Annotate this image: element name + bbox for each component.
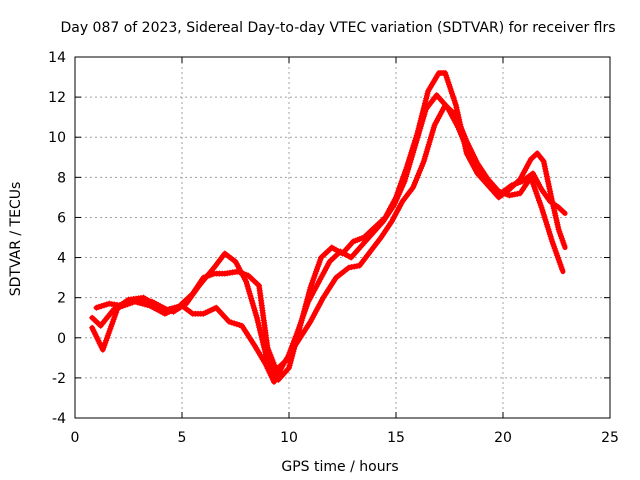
data-point-marker — [509, 191, 516, 198]
axis-ticks: 0 5 10 15 20 25 -4 -2 0 2 4 6 8 10 12 14 — [48, 50, 619, 446]
plot-frame — [74, 56, 611, 419]
data-point-marker — [541, 160, 548, 167]
series-line — [89, 70, 568, 383]
x-tick-label: 10 — [280, 430, 298, 446]
data-point-marker — [506, 192, 513, 199]
data-point-marker — [544, 175, 551, 182]
data-point-marker — [559, 266, 566, 273]
data-point-marker — [511, 191, 518, 198]
data-point-marker — [103, 301, 110, 308]
data-point-marker — [348, 264, 355, 271]
data-point-marker — [514, 190, 521, 197]
series-line — [89, 92, 568, 373]
data-point-marker — [541, 163, 548, 170]
data-point-marker — [231, 320, 238, 327]
data-point-marker — [95, 303, 102, 310]
data-point-marker — [543, 170, 550, 177]
data-point-marker — [101, 302, 108, 309]
y-tick-label: 14 — [48, 50, 66, 66]
data-point-marker — [560, 208, 567, 215]
data-point-marker — [351, 263, 358, 270]
y-tick-label: 2 — [57, 291, 66, 307]
data-point-marker — [353, 263, 360, 270]
grid-lines — [75, 57, 610, 418]
data-point-marker — [233, 321, 240, 328]
y-tick-label: 10 — [48, 130, 66, 146]
y-tick-label: -4 — [52, 411, 66, 427]
x-tick-label: 25 — [601, 430, 619, 446]
data-point-marker — [546, 183, 553, 190]
x-tick-label: 15 — [387, 430, 405, 446]
data-point-marker — [543, 173, 550, 180]
series-track-3 — [93, 102, 566, 385]
y-tick-label: 0 — [57, 331, 66, 347]
y-tick-label: 12 — [48, 90, 66, 106]
data-point-marker — [561, 242, 568, 249]
x-axis-label: GPS time / hours — [281, 459, 398, 475]
x-tick-label: 20 — [494, 430, 512, 446]
data-point-marker — [540, 158, 547, 165]
y-tick-label: 6 — [57, 210, 66, 226]
x-tick-label: 0 — [71, 430, 80, 446]
data-point-marker — [226, 318, 233, 325]
data-point-marker — [542, 165, 549, 172]
data-point-marker — [228, 319, 235, 326]
data-point-marker — [547, 188, 554, 195]
data-point-marker — [98, 303, 105, 310]
chart-title: Day 087 of 2023, Sidereal Day-to-day VTE… — [60, 20, 615, 36]
y-axis-label: SDTVAR / TECUs — [8, 182, 24, 297]
data-point-marker — [544, 178, 551, 185]
y-tick-label: -2 — [52, 371, 66, 387]
series-track-1 — [89, 70, 568, 383]
data-point-marker — [547, 190, 554, 197]
series-track-2 — [89, 92, 568, 373]
data-point-marker — [93, 304, 100, 311]
x-tick-label: 5 — [178, 430, 187, 446]
series-line — [93, 102, 566, 385]
data-point-marker — [236, 321, 243, 328]
data-point-marker — [345, 264, 352, 271]
data-point-marker — [542, 168, 549, 175]
data-points — [89, 70, 568, 385]
y-tick-label: 8 — [57, 170, 66, 186]
data-point-marker — [545, 180, 552, 187]
data-point-marker — [546, 185, 553, 192]
y-tick-label: 4 — [57, 251, 66, 267]
